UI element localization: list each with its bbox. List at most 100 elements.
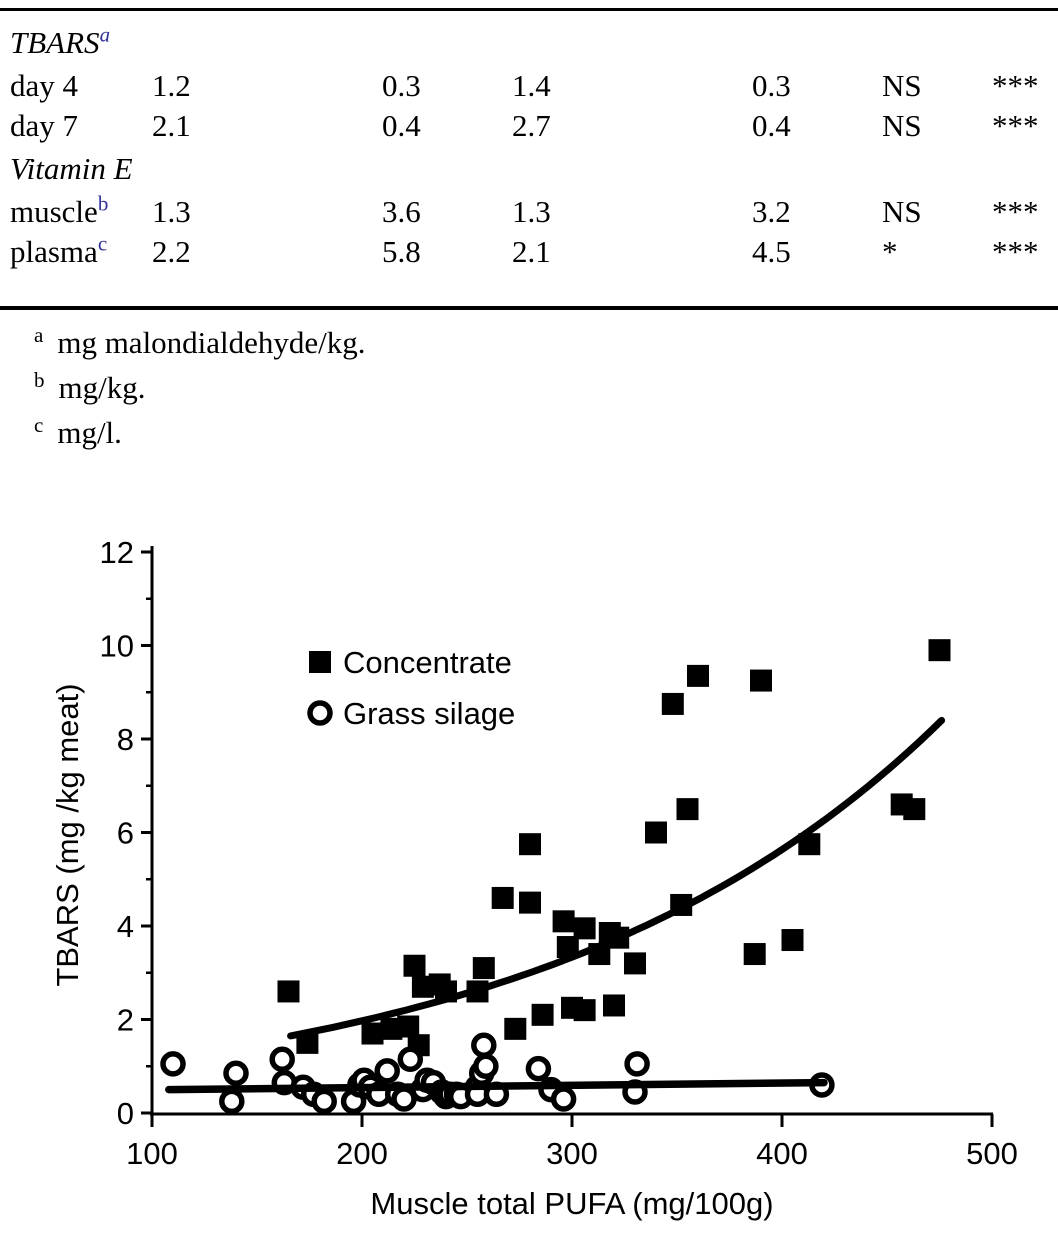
y-tick-label: 12 bbox=[100, 535, 134, 570]
concentrate-point bbox=[472, 957, 495, 980]
table-cell: 1.2 bbox=[152, 68, 191, 103]
concentrate-point bbox=[397, 1015, 420, 1038]
table-cell: 2.7 bbox=[512, 108, 551, 143]
x-tick-label: 300 bbox=[546, 1136, 598, 1171]
concentrate-point bbox=[743, 943, 766, 966]
table-cell: *** bbox=[992, 234, 1039, 269]
y-axis-title: TBARS (mg /kg meat) bbox=[50, 683, 85, 986]
concentrate-point bbox=[750, 669, 772, 692]
concentrate-point bbox=[552, 910, 575, 933]
grass-silage-point bbox=[374, 1058, 400, 1084]
x-tick-label: 100 bbox=[126, 1136, 178, 1171]
concentrate-point bbox=[624, 952, 646, 975]
table-cell: 0.3 bbox=[752, 68, 791, 103]
table-cell: 2.1 bbox=[152, 108, 191, 143]
x-tick-label: 500 bbox=[966, 1136, 1018, 1171]
grass-silage-point bbox=[311, 1088, 337, 1115]
table-cell: *** bbox=[992, 194, 1039, 229]
table-section-heading: TBARSa bbox=[0, 20, 1058, 66]
legend-grass-silage-marker bbox=[307, 700, 333, 726]
x-axis-title: Muscle total PUFA (mg/100g) bbox=[370, 1186, 773, 1221]
legend-concentrate-marker bbox=[309, 651, 331, 673]
concentrate-point bbox=[361, 1022, 384, 1045]
section-gap bbox=[0, 272, 1058, 298]
concentrate-point bbox=[504, 1017, 527, 1040]
concentrate-point bbox=[603, 994, 625, 1017]
y-tick-label: 8 bbox=[117, 722, 134, 757]
concentrate-point bbox=[556, 936, 579, 959]
row-label-text: day 4 bbox=[10, 68, 79, 103]
table-cell: 1.4 bbox=[512, 68, 551, 103]
concentrate-point bbox=[411, 975, 434, 998]
row-label-superscript: c bbox=[97, 231, 108, 256]
row-label: day 4 bbox=[0, 66, 140, 106]
grass-silage-point bbox=[219, 1088, 245, 1115]
grass-silage-point bbox=[160, 1051, 186, 1077]
footnote-marker: c bbox=[34, 412, 44, 437]
row-label: day 7 bbox=[0, 106, 140, 146]
y-tick-label: 6 bbox=[117, 816, 134, 851]
grass-silage-trend-line bbox=[165, 1078, 828, 1094]
concentrate-point bbox=[519, 833, 541, 856]
table-cell: 2.2 bbox=[152, 234, 191, 269]
footnote-marker: a bbox=[34, 322, 44, 347]
concentrate-point bbox=[928, 639, 951, 662]
concentrate-trend-curve bbox=[287, 716, 946, 1040]
concentrate-point bbox=[403, 954, 426, 977]
table-cell: NS bbox=[882, 108, 922, 143]
concentrate-point bbox=[781, 929, 804, 952]
results-table: TBARSa day 4 1.2 0.3 1.4 0.3 NS *** day 7 2.1 0.4 2… bbox=[0, 20, 1058, 455]
table-cell: 2.1 bbox=[512, 234, 551, 269]
grass-silage-point bbox=[223, 1060, 249, 1087]
table-section: TBARSa day 4 1.2 0.3 1.4 0.3 NS *** day 7 2.1 0.4 2… bbox=[0, 20, 1058, 146]
x-tick-label: 400 bbox=[756, 1136, 808, 1171]
concentrate-point bbox=[676, 798, 699, 821]
x-tick-label: 200 bbox=[336, 1136, 388, 1171]
concentrate-point bbox=[380, 1017, 403, 1040]
concentrate-point bbox=[687, 664, 709, 687]
y-tick-label: 0 bbox=[117, 1096, 134, 1131]
y-tick-label: 2 bbox=[117, 1003, 134, 1038]
concentrate-point bbox=[661, 692, 684, 715]
table-cell: 3.2 bbox=[752, 194, 791, 229]
y-tick-label: 10 bbox=[100, 629, 134, 664]
table-row: plasmac 2.2 5.8 2.1 4.5 * *** bbox=[0, 232, 1058, 272]
footnote: a mg malondialdehyde/kg. bbox=[0, 320, 1058, 365]
footnote-text: mg/kg. bbox=[58, 370, 146, 405]
legend-concentrate-label: Concentrate bbox=[343, 645, 512, 680]
table-top-rule bbox=[0, 8, 1058, 11]
row-label-text: plasma bbox=[10, 234, 98, 269]
table-cell: NS bbox=[882, 68, 922, 103]
concentrate-point bbox=[645, 821, 667, 844]
legend-grass-silage-label: Grass silage bbox=[343, 696, 515, 731]
grass-silage-point bbox=[397, 1046, 424, 1072]
table-cell: 5.8 bbox=[382, 234, 421, 269]
grass-silage-point bbox=[269, 1046, 295, 1072]
grass-silage-point bbox=[471, 1032, 497, 1058]
concentrate-point bbox=[573, 999, 596, 1022]
table-section-heading: Vitamin E bbox=[0, 146, 1058, 192]
y-tick-label: 4 bbox=[117, 909, 134, 944]
concentrate-point bbox=[531, 1003, 554, 1026]
concentrate-point bbox=[296, 1031, 319, 1054]
scatter-chart: 0 2 4 6 8 10 12 100 200 300 400 500 Muscle total PUF… bbox=[50, 535, 1018, 1221]
footnote: b mg/kg. bbox=[0, 365, 1058, 410]
section-heading-text: TBARS bbox=[10, 25, 100, 60]
concentrate-point bbox=[573, 917, 596, 940]
table-cell: * bbox=[882, 234, 898, 269]
section-heading-superscript: a bbox=[99, 22, 111, 47]
table-sections: TBARSa day 4 1.2 0.3 1.4 0.3 NS *** day 7 2.1 0.4 2… bbox=[0, 20, 1058, 298]
grass-silage-point bbox=[525, 1055, 552, 1082]
table-cell: *** bbox=[992, 68, 1039, 103]
table-cell: 3.6 bbox=[382, 194, 421, 229]
row-label-text: day 7 bbox=[10, 108, 79, 143]
footnote-text: mg malondialdehyde/kg. bbox=[57, 325, 366, 360]
table-bottom-rule bbox=[0, 306, 1058, 310]
footnote: c mg/l. bbox=[0, 410, 1058, 455]
table-section: Vitamin E muscleb 1.3 3.6 1.3 3.2 NS *** plasmac… bbox=[0, 146, 1058, 272]
concentrate-point bbox=[519, 891, 541, 914]
footnote-marker: b bbox=[34, 367, 45, 392]
section-heading-text: Vitamin E bbox=[10, 151, 133, 186]
table-cell: NS bbox=[882, 194, 922, 229]
concentrate-point bbox=[277, 980, 300, 1003]
